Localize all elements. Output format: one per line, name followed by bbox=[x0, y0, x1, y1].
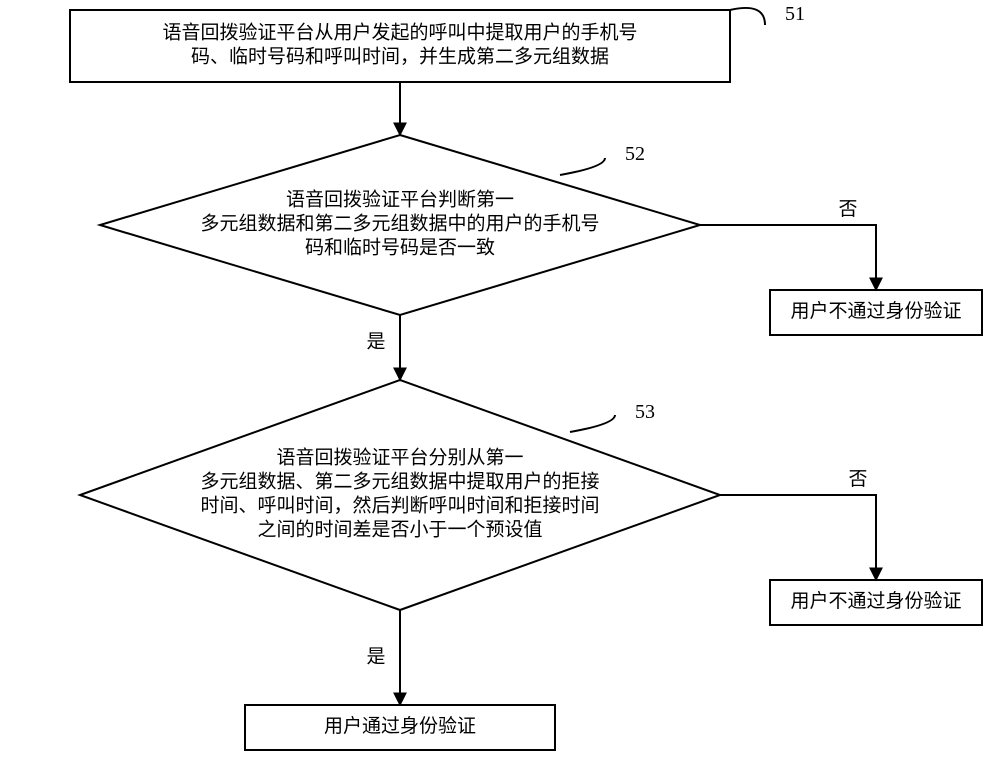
svg-text:码和临时号码是否一致: 码和临时号码是否一致 bbox=[305, 236, 495, 258]
svg-text:51: 51 bbox=[785, 3, 805, 25]
callout-53: 53 bbox=[570, 401, 655, 432]
node-step1: 语音回拨验证平台从用户发起的呼叫中提取用户的手机号码、临时号码和呼叫时间，并生成… bbox=[70, 10, 730, 82]
node-pass: 用户通过身份验证 bbox=[245, 705, 555, 750]
svg-text:是: 是 bbox=[366, 647, 385, 668]
svg-text:用户通过身份验证: 用户通过身份验证 bbox=[324, 715, 476, 737]
node-dec1: 语音回拨验证平台判断第一多元组数据和第二多元组数据中的用户的手机号码和临时号码是… bbox=[100, 135, 700, 315]
edge-dec1-fail1: 否 bbox=[700, 199, 876, 290]
node-dec2: 语音回拨验证平台分别从第一多元组数据、第二多元组数据中提取用户的拒接时间、呼叫时… bbox=[80, 380, 720, 610]
svg-text:多元组数据、第二多元组数据中提取用户的拒接: 多元组数据、第二多元组数据中提取用户的拒接 bbox=[200, 470, 599, 492]
svg-text:时间、呼叫时间，然后判断呼叫时间和拒接时间: 时间、呼叫时间，然后判断呼叫时间和拒接时间 bbox=[200, 494, 599, 516]
callout-51: 51 bbox=[730, 3, 805, 25]
edge: 是 bbox=[366, 610, 400, 705]
svg-text:语音回拨验证平台分别从第一: 语音回拨验证平台分别从第一 bbox=[276, 446, 523, 468]
svg-text:是: 是 bbox=[366, 332, 385, 353]
svg-text:52: 52 bbox=[625, 143, 645, 165]
callout-52: 52 bbox=[560, 143, 645, 175]
svg-text:用户不通过身份验证: 用户不通过身份验证 bbox=[790, 590, 961, 612]
svg-text:否: 否 bbox=[838, 199, 857, 220]
node-fail1: 用户不通过身份验证 bbox=[770, 290, 982, 335]
edge: 是 bbox=[366, 315, 400, 380]
edge-dec2-fail2: 否 bbox=[720, 469, 876, 580]
svg-text:否: 否 bbox=[848, 469, 867, 490]
svg-text:语音回拨验证平台从用户发起的呼叫中提取用户的手机号: 语音回拨验证平台从用户发起的呼叫中提取用户的手机号 bbox=[162, 21, 637, 43]
svg-text:用户不通过身份验证: 用户不通过身份验证 bbox=[790, 300, 961, 322]
node-fail2: 用户不通过身份验证 bbox=[770, 580, 982, 625]
svg-text:多元组数据和第二多元组数据中的用户的手机号: 多元组数据和第二多元组数据中的用户的手机号 bbox=[200, 212, 599, 234]
svg-text:码、临时号码和呼叫时间，并生成第二多元组数据: 码、临时号码和呼叫时间，并生成第二多元组数据 bbox=[191, 45, 609, 67]
svg-text:语音回拨验证平台判断第一: 语音回拨验证平台判断第一 bbox=[286, 188, 514, 210]
svg-text:之间的时间差是否小于一个预设值: 之间的时间差是否小于一个预设值 bbox=[257, 518, 542, 540]
svg-text:53: 53 bbox=[635, 401, 655, 423]
